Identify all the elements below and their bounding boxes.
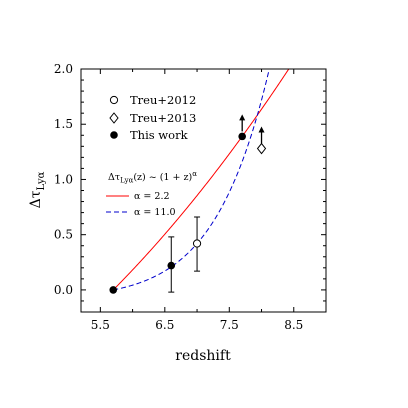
legend-curves: ΔτLyα(z) ~ (1 + z)α α = 2.2 α = 11.0 xyxy=(106,170,197,218)
legend-label-this-work: This work xyxy=(130,128,189,142)
x-tick-label: 8.5 xyxy=(284,318,303,332)
point-this-work-2 xyxy=(238,132,246,141)
point-treu-2013-0 xyxy=(256,142,267,155)
x-tick-label: 5.5 xyxy=(91,318,110,332)
legend-marker-this-work xyxy=(110,131,118,139)
curve-alpha-2-2 xyxy=(112,69,290,291)
axis-ticks: 5.5 6.5 7.5 8.5 0.0 0.5 1.0 1.5 2.0 xyxy=(54,62,326,332)
svg-text:ΔτLyα: ΔτLyα xyxy=(28,171,47,208)
curve-alpha-11-0 xyxy=(113,69,270,291)
legend-marker-treu2013 xyxy=(109,112,119,124)
legend-label-alpha11: α = 11.0 xyxy=(134,207,176,218)
legend-label-treu2012: Treu+2012 xyxy=(130,93,196,107)
limit-arrow-head-this-work-2 xyxy=(239,114,246,121)
x-axis-label: redshift xyxy=(175,348,231,364)
data-points xyxy=(109,114,267,294)
legend-label-alpha22: α = 2.2 xyxy=(134,191,170,202)
limit-arrow-head-treu-2013-0 xyxy=(258,126,265,133)
y-tick-label: 0.5 xyxy=(54,228,73,242)
point-this-work-0 xyxy=(109,286,118,294)
x-tick-label: 6.5 xyxy=(155,318,174,332)
y-tick-label: 1.0 xyxy=(54,172,73,186)
y-tick-label: 0.0 xyxy=(54,283,73,297)
y-tick-label: 2.0 xyxy=(54,62,73,76)
legend-markers: Treu+2012 Treu+2013 This work xyxy=(109,93,196,142)
y-tick-label: 1.5 xyxy=(54,117,73,131)
legend-formula: ΔτLyα(z) ~ (1 + z)α xyxy=(108,170,197,185)
model-curves xyxy=(112,69,290,291)
point-treu-2012-0 xyxy=(192,239,202,248)
x-tick-label: 7.5 xyxy=(220,318,239,332)
legend-marker-treu2012 xyxy=(109,95,119,105)
point-this-work-1 xyxy=(167,261,176,270)
y-axis-label: ΔτLyα xyxy=(28,171,47,208)
plot-frame xyxy=(80,68,327,313)
legend-label-treu2013: Treu+2013 xyxy=(130,111,196,125)
